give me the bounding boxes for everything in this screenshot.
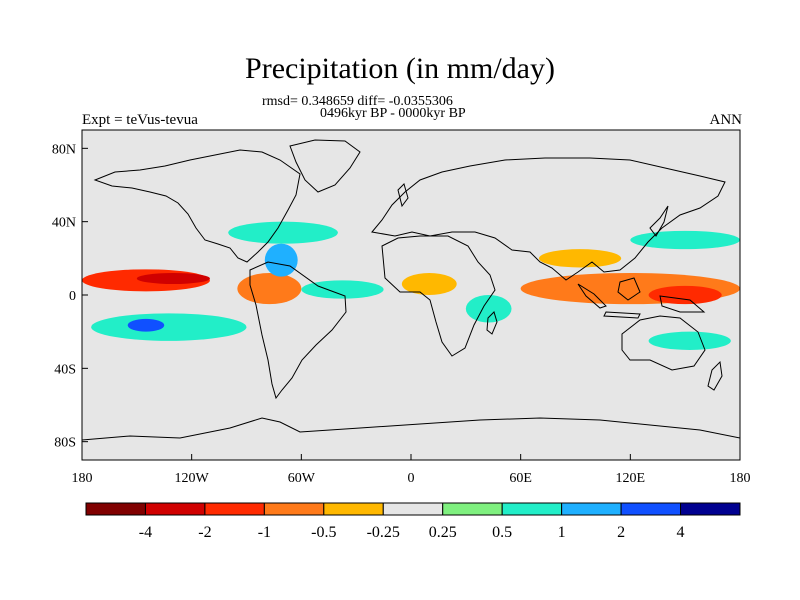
- coastline-greenland: [289, 139, 361, 193]
- coastline-sumatra: [577, 283, 607, 309]
- anomaly-region-15: [484, 405, 539, 415]
- colorbar-swatch: [620, 502, 682, 516]
- colorbar-label: -0.25: [367, 524, 400, 541]
- anomaly-region-13: [630, 230, 740, 250]
- colorbar-swatch: [561, 502, 622, 516]
- colorbar-swatch: [204, 502, 265, 516]
- coastline-java: [603, 311, 641, 319]
- colorbar-label: 4: [677, 524, 685, 541]
- map-title: Precipitation (in mm/day): [245, 52, 555, 85]
- lon-tick-label: 120W: [175, 471, 210, 486]
- coastline-africa: [381, 235, 496, 357]
- experiment-label: Expt = teVus-tevua: [82, 112, 198, 128]
- colorbar-swatch: [680, 502, 741, 516]
- colorbar-swatch: [263, 502, 325, 516]
- coastline-borneo: [617, 277, 641, 301]
- lon-tick-label: 60W: [288, 471, 316, 486]
- anomaly-region-12: [538, 249, 622, 268]
- anomaly-region-7: [301, 280, 384, 299]
- lon-tick-label: 120E: [616, 471, 646, 486]
- lat-tick-label: 40S: [54, 362, 76, 377]
- colorbar-swatch: [323, 502, 384, 516]
- colorbar-swatch: [144, 502, 206, 516]
- anomaly-region-3: [264, 243, 298, 277]
- lon-tick-label: 60E: [509, 471, 532, 486]
- lon-tick-label: 180: [730, 471, 751, 486]
- subtitle-period: 0496kyr BP - 0000kyr BP: [320, 106, 466, 121]
- colorbar: -4 -2 -1 -0.5 -0.25 0.25 0.5 1 2 4: [85, 502, 741, 541]
- colorbar-swatch: [382, 502, 444, 516]
- anomaly-region-14: [648, 331, 731, 351]
- season-label: ANN: [709, 112, 743, 128]
- coastline-new-guinea: [659, 295, 706, 313]
- anomaly-region-9: [465, 295, 512, 323]
- lat-tick-label: 80N: [52, 142, 76, 157]
- anomaly-region-8: [401, 273, 457, 295]
- colorbar-label: -0.5: [311, 524, 336, 541]
- coastline-britain: [397, 183, 409, 208]
- anomaly-region-11: [648, 285, 722, 305]
- coastline-japan: [649, 205, 669, 237]
- lat-tick-label: 40N: [52, 216, 76, 231]
- colorbar-label: 1: [558, 524, 566, 541]
- anomaly-fields: [82, 221, 740, 415]
- coastlines: [82, 139, 740, 441]
- coastline-new-zealand: [707, 360, 723, 391]
- lat-tick-label: 80S: [54, 436, 76, 451]
- coastline-south-america: [249, 261, 347, 400]
- colorbar-swatch: [442, 502, 503, 516]
- colorbar-label: 0.25: [429, 524, 457, 541]
- colorbar-label: -1: [258, 524, 271, 541]
- coastline-australia: [621, 315, 706, 371]
- anomaly-region-5: [127, 318, 165, 332]
- colorbar-label: 0.5: [492, 524, 512, 541]
- axis-ticks: 80N 40N 0 40S 80S 180 120W 60W 0 60E 120E 180: [52, 142, 751, 486]
- coastline-north-america: [93, 149, 301, 263]
- lat-tick-label: 0: [69, 289, 76, 304]
- colorbar-label: -2: [198, 524, 211, 541]
- anomaly-region-1: [136, 273, 210, 284]
- colorbar-swatch: [501, 502, 563, 516]
- anomaly-region-6: [228, 221, 338, 244]
- colorbar-swatch: [85, 502, 146, 516]
- lon-tick-label: 0: [408, 471, 415, 486]
- lon-tick-label: 180: [72, 471, 93, 486]
- colorbar-label: -4: [139, 524, 152, 541]
- coastline-antarctica: [82, 417, 740, 441]
- anomaly-region-2: [237, 273, 302, 305]
- map-panel: [82, 130, 740, 460]
- coastline-madagascar: [486, 311, 498, 335]
- colorbar-label: 2: [617, 524, 625, 541]
- subtitle-stats: rmsd= 0.348659 diff= -0.0355306: [262, 94, 453, 109]
- anomaly-region-4: [91, 313, 247, 341]
